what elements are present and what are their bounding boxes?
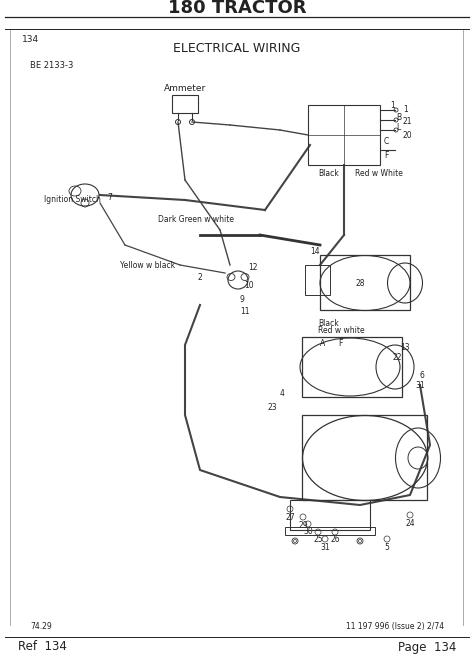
Text: 28: 28: [355, 279, 365, 287]
Text: 11 197 996 (Issue 2) 2/74: 11 197 996 (Issue 2) 2/74: [346, 622, 444, 631]
Text: 1: 1: [403, 106, 408, 114]
Text: 7: 7: [107, 194, 112, 203]
Text: Black: Black: [318, 169, 339, 178]
Bar: [285, 527, 375, 535]
Text: C: C: [384, 138, 389, 146]
Text: 31: 31: [320, 543, 330, 551]
Text: Yellow w black: Yellow w black: [120, 261, 175, 269]
Text: L: L: [396, 124, 400, 132]
Text: ELECTRICAL WIRING: ELECTRICAL WIRING: [173, 41, 301, 55]
Bar: [302, 337, 402, 397]
Text: 14: 14: [310, 247, 319, 257]
Text: A: A: [320, 338, 325, 348]
Text: Page  134: Page 134: [398, 640, 456, 654]
Text: 11: 11: [240, 307, 249, 317]
Text: 9: 9: [240, 295, 245, 305]
Text: F: F: [384, 150, 388, 160]
Text: 21: 21: [403, 118, 412, 126]
Bar: [290, 500, 370, 530]
Text: 4: 4: [280, 388, 285, 398]
Text: Ammeter: Ammeter: [164, 84, 206, 93]
Text: Black: Black: [318, 319, 339, 328]
Text: 10: 10: [244, 281, 254, 289]
Bar: [308, 105, 380, 165]
Text: Dark Green w white: Dark Green w white: [158, 215, 234, 225]
Bar: [172, 95, 198, 113]
Text: 1: 1: [390, 100, 395, 110]
Text: 6: 6: [420, 370, 425, 380]
Text: 74.29: 74.29: [30, 622, 52, 631]
Text: 134: 134: [22, 35, 39, 45]
Bar: [320, 255, 410, 310]
Text: Red w white: Red w white: [318, 326, 365, 335]
Text: 20: 20: [403, 130, 413, 140]
Text: 27: 27: [285, 513, 295, 521]
Text: BE 2133-3: BE 2133-3: [30, 61, 73, 70]
Text: Red w White: Red w White: [355, 169, 403, 178]
Text: 26: 26: [330, 535, 340, 545]
Text: 25: 25: [313, 535, 323, 545]
Text: 22: 22: [393, 354, 402, 362]
Text: 30: 30: [303, 527, 313, 537]
Text: F: F: [338, 338, 342, 348]
Bar: [302, 415, 427, 500]
Text: 12: 12: [248, 263, 257, 273]
Text: 24: 24: [405, 519, 415, 527]
Text: 5: 5: [384, 543, 390, 551]
Text: Ignition Switch: Ignition Switch: [44, 196, 101, 205]
Text: Ref  134: Ref 134: [18, 640, 67, 654]
Text: B: B: [396, 112, 401, 122]
Text: 180 TRACTOR: 180 TRACTOR: [168, 0, 306, 17]
Text: 2: 2: [198, 273, 203, 281]
Text: 31: 31: [415, 380, 425, 390]
Text: 13: 13: [400, 342, 410, 352]
Text: 29: 29: [298, 521, 308, 529]
Bar: [305, 265, 330, 295]
Text: 23: 23: [268, 402, 278, 412]
